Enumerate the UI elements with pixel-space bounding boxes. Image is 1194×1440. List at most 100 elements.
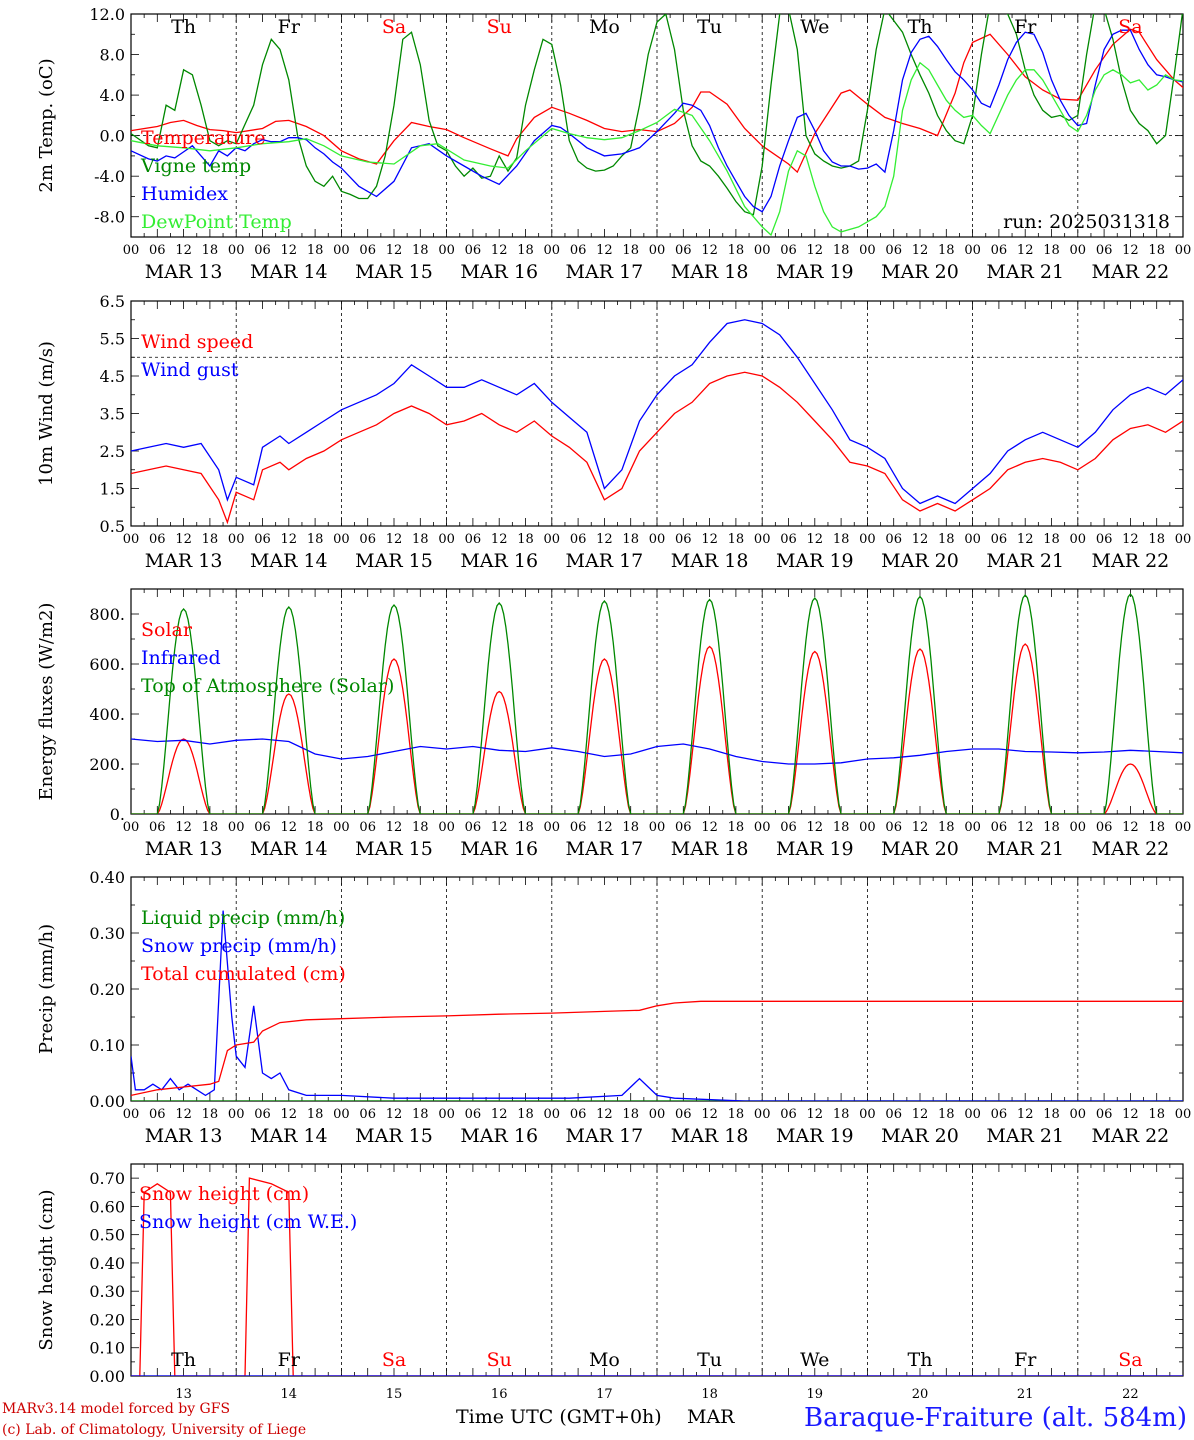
y-tick-label: 0.00 (89, 1367, 125, 1386)
hour-label: 00 (333, 532, 350, 547)
hour-label: 12 (1017, 532, 1034, 547)
y-tick-label: 4.5 (100, 367, 125, 386)
hour-label: 18 (938, 1107, 955, 1122)
date-label: MAR 21 (986, 261, 1064, 283)
date-label: MAR 16 (460, 838, 538, 860)
hour-label: 06 (149, 532, 166, 547)
hour-label: 12 (386, 532, 403, 547)
date-label: MAR 13 (145, 838, 223, 860)
weekday-label-top: Mo (589, 16, 620, 38)
y-tick-label: 0.30 (89, 1282, 125, 1301)
hour-label: 18 (833, 1107, 850, 1122)
hour-label: 18 (1148, 820, 1165, 835)
series-line-snow-precip-mm-h- (131, 910, 1183, 1101)
hour-label: 00 (754, 1107, 771, 1122)
date-label: MAR 17 (566, 550, 644, 572)
date-label: MAR 18 (671, 838, 749, 860)
series-line-liquid-precip-mm-h- (131, 1100, 1183, 1101)
hour-label: 18 (307, 820, 324, 835)
hour-label: 00 (544, 532, 561, 547)
hour-label: 12 (807, 243, 824, 258)
hour-label: 00 (228, 532, 245, 547)
date-label: MAR 20 (881, 838, 959, 860)
hour-label: 06 (675, 532, 692, 547)
weekday-label-top: Su (487, 16, 512, 38)
date-label: MAR 22 (1092, 838, 1170, 860)
run-annotation: run: 2025031318 (1003, 211, 1170, 233)
hour-label: 00 (544, 820, 561, 835)
hour-label: 12 (1122, 532, 1139, 547)
hour-label: 00 (333, 820, 350, 835)
hour-label: 06 (991, 1107, 1008, 1122)
hour-label: 00 (1175, 820, 1192, 835)
hour-label: 00 (754, 820, 771, 835)
hour-label: 12 (596, 820, 613, 835)
hour-label: 06 (780, 243, 797, 258)
station-title: Baraque-Fraiture (alt. 584m) (804, 1403, 1187, 1433)
series-line-wind-gust (131, 319, 1183, 505)
hour-label: 00 (1070, 820, 1087, 835)
hour-label: 06 (359, 820, 376, 835)
y-tick-label: 0.40 (89, 868, 125, 887)
y-tick-label: 0.10 (89, 1036, 125, 1055)
legend-entry: Temperature (141, 127, 265, 149)
y-tick-label: 0.70 (89, 1169, 125, 1188)
date-label: MAR 14 (250, 1125, 328, 1147)
hour-label: 06 (1096, 820, 1113, 835)
time-axis-label: Time UTC (GMT+0h) (456, 1406, 662, 1428)
hour-label: 06 (780, 532, 797, 547)
hour-label: 06 (780, 1107, 797, 1122)
hour-label: 18 (728, 243, 745, 258)
weekday-label-bottom: We (800, 1349, 829, 1371)
panel-1: -8.0 -4.0 0.0 4.0 8.0 12.0 2m Temp. (oC) 00 06 12… (36, 5, 1191, 283)
hour-label: 18 (517, 820, 534, 835)
hour-label: 12 (1017, 1107, 1034, 1122)
hour-label: 18 (622, 1107, 639, 1122)
y-tick-label: 600. (89, 655, 125, 674)
hour-label: 06 (254, 1107, 271, 1122)
date-label: MAR 15 (355, 261, 433, 283)
hour-label: 12 (807, 820, 824, 835)
weekday-label-top: Fr (1014, 16, 1037, 38)
hour-label: 00 (649, 243, 666, 258)
hour-label: 12 (596, 1107, 613, 1122)
date-label: MAR 22 (1092, 1125, 1170, 1147)
hour-label: 18 (412, 532, 429, 547)
date-label: MAR 20 (881, 261, 959, 283)
y-tick-label: 0.20 (89, 1310, 125, 1329)
y-tick-label: -8.0 (94, 208, 125, 227)
hour-label: 18 (622, 532, 639, 547)
day-number: 15 (386, 1387, 403, 1402)
series-group (131, 910, 1183, 1101)
hour-label: 12 (175, 532, 192, 547)
legend-entry: Wind gust (141, 359, 239, 381)
hour-label: 00 (333, 1107, 350, 1122)
weekday-label-bottom: Sa (1118, 1349, 1142, 1371)
legend-entry: Infrared (141, 647, 221, 669)
hour-label: 12 (175, 243, 192, 258)
y-tick-label: 0.20 (89, 980, 125, 999)
hour-label: 12 (701, 532, 718, 547)
hour-label: 00 (123, 243, 140, 258)
date-label: MAR 18 (671, 261, 749, 283)
hour-label: 12 (596, 243, 613, 258)
hour-label: 12 (701, 243, 718, 258)
hour-label: 06 (359, 532, 376, 547)
hour-label: 00 (859, 1107, 876, 1122)
hour-label: 06 (885, 1107, 902, 1122)
hour-label: 06 (465, 1107, 482, 1122)
series-line-humidex (131, 29, 1183, 213)
series-line-solar (131, 643, 1183, 814)
hour-label: 12 (491, 243, 508, 258)
series-line-infrared (131, 738, 1183, 765)
hour-label: 18 (307, 243, 324, 258)
weekday-label-bottom: Sa (382, 1349, 406, 1371)
hour-label: 18 (622, 243, 639, 258)
y-tick-label: 400. (89, 705, 125, 724)
hour-label: 00 (964, 243, 981, 258)
series-line-top-of-atmosphere-solar- (131, 592, 1183, 814)
weekday-label-bottom: Tu (697, 1349, 722, 1371)
hour-label: 06 (465, 820, 482, 835)
hour-label: 06 (570, 1107, 587, 1122)
